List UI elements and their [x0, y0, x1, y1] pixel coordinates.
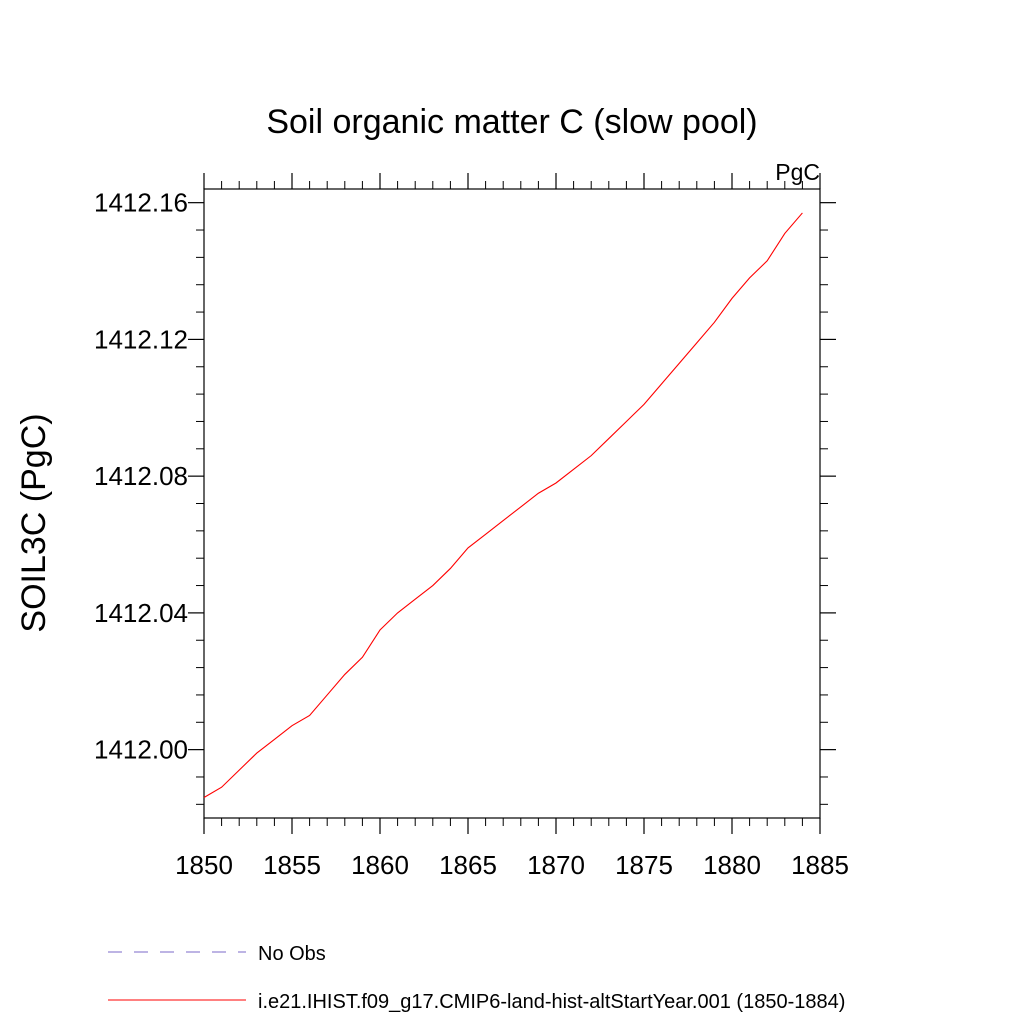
series-line-1 [203, 212, 803, 798]
x-tick-label: 1870 [527, 850, 585, 880]
y-tick-label: 1412.04 [94, 598, 188, 628]
legend: No Obs i.e21.IHIST.f09_g17.CMIP6-land-his… [108, 943, 845, 1013]
x-tick-label: 1880 [703, 850, 761, 880]
series-layer [203, 212, 803, 798]
y-tick-label: 1412.00 [94, 735, 188, 765]
ticks-layer: 1850 1855 1860 1865 1870 1875 1880 1885 1412.00 1… [94, 173, 849, 880]
units-label: PgC [775, 159, 820, 185]
x-tick-label: 1885 [791, 850, 849, 880]
x-tick-label: 1860 [351, 850, 409, 880]
x-tick-label: 1855 [263, 850, 321, 880]
y-tick-label: 1412.16 [94, 188, 188, 218]
x-tick-label: 1850 [175, 850, 233, 880]
x-tick-label: 1865 [439, 850, 497, 880]
legend-label-0: No Obs [258, 943, 326, 965]
y-axis-label: SOIL3C (PgC) [15, 413, 53, 632]
chart-title: Soil organic matter C (slow pool) [266, 103, 757, 141]
x-tick-label: 1875 [615, 850, 673, 880]
legend-label-1: i.e21.IHIST.f09_g17.CMIP6-land-hist-altS… [258, 991, 845, 1013]
y-tick-label: 1412.12 [94, 324, 188, 354]
y-tick-label: 1412.08 [94, 461, 188, 491]
